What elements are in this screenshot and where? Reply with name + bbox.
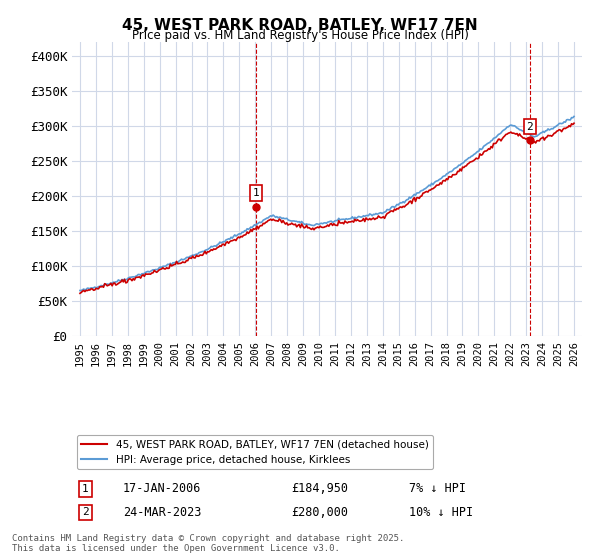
Text: 45, WEST PARK ROAD, BATLEY, WF17 7EN: 45, WEST PARK ROAD, BATLEY, WF17 7EN (122, 18, 478, 34)
Text: 7% ↓ HPI: 7% ↓ HPI (409, 482, 466, 496)
Text: 2: 2 (82, 507, 89, 517)
Text: Contains HM Land Registry data © Crown copyright and database right 2025.
This d: Contains HM Land Registry data © Crown c… (12, 534, 404, 553)
Text: 2: 2 (527, 122, 533, 132)
Text: 1: 1 (253, 188, 259, 198)
Text: £280,000: £280,000 (291, 506, 348, 519)
Text: 24-MAR-2023: 24-MAR-2023 (123, 506, 202, 519)
Text: £184,950: £184,950 (291, 482, 348, 496)
Text: 1: 1 (82, 484, 89, 494)
Text: 17-JAN-2006: 17-JAN-2006 (123, 482, 202, 496)
Text: 10% ↓ HPI: 10% ↓ HPI (409, 506, 473, 519)
Text: Price paid vs. HM Land Registry's House Price Index (HPI): Price paid vs. HM Land Registry's House … (131, 29, 469, 42)
Legend: 45, WEST PARK ROAD, BATLEY, WF17 7EN (detached house), HPI: Average price, detac: 45, WEST PARK ROAD, BATLEY, WF17 7EN (de… (77, 435, 433, 469)
